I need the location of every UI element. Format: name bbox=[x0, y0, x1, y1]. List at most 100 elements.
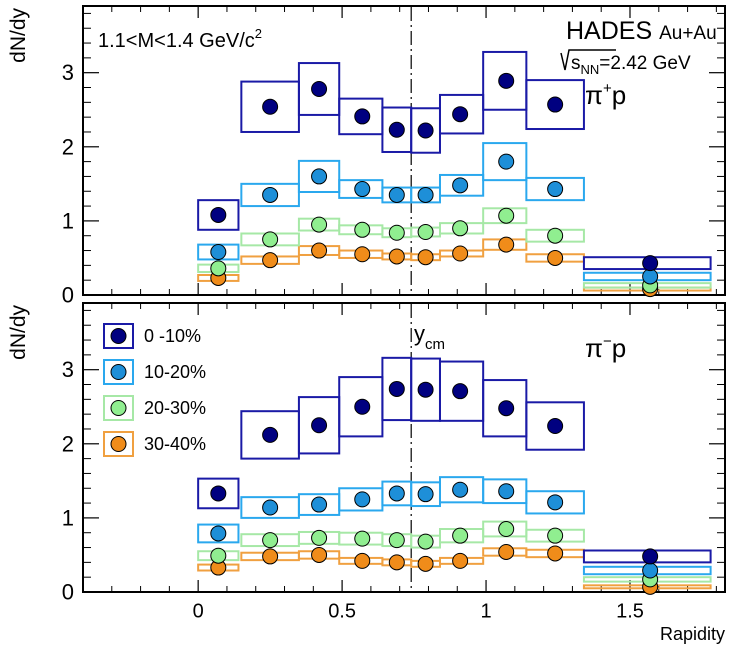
ycm-subscript: cm bbox=[425, 336, 445, 353]
top-point-0-10 bbox=[452, 106, 469, 123]
top-point-30-40 bbox=[354, 246, 371, 263]
top-point-0-10 bbox=[388, 121, 405, 138]
bottom-point-20-30 bbox=[452, 527, 469, 544]
top-point-10-20 bbox=[642, 268, 659, 285]
bottom-point-30-40 bbox=[417, 555, 434, 572]
top-y-tick-label-0: 0 bbox=[62, 283, 74, 308]
top-point-0-10 bbox=[642, 255, 659, 272]
top-y-axis-label: dN/dy bbox=[7, 8, 30, 63]
legend-box-0-10 bbox=[103, 323, 134, 349]
top-point-20-30 bbox=[311, 216, 328, 233]
top-point-30-40 bbox=[388, 248, 405, 265]
bottom-point-30-40 bbox=[311, 546, 328, 563]
mass-range-label: 1.1<M<1.4 GeV/c2 bbox=[98, 26, 262, 52]
top-point-10-20 bbox=[417, 186, 434, 203]
bottom-point-0-10 bbox=[642, 548, 659, 565]
top-pair-proton: p bbox=[612, 80, 626, 110]
top-point-20-30 bbox=[452, 220, 469, 237]
collision-system: Au+Au bbox=[659, 23, 717, 44]
top-point-30-40 bbox=[262, 252, 279, 269]
bottom-point-10-20 bbox=[642, 562, 659, 579]
top-point-10-20 bbox=[388, 186, 405, 203]
x-tick-label-1: 1 bbox=[480, 601, 491, 623]
ycm-y: y bbox=[414, 321, 425, 346]
top-sys-box-0-10 bbox=[197, 199, 240, 231]
mass-range-text: 1.1<M<1.4 GeV/c bbox=[98, 30, 255, 52]
bottom-point-10-20 bbox=[354, 491, 371, 508]
bottom-sys-box-0-10 bbox=[525, 401, 585, 451]
top-point-0-10 bbox=[210, 206, 227, 223]
experiment-name: HADES bbox=[566, 17, 652, 45]
top-point-30-40 bbox=[311, 242, 328, 259]
top-point-30-40 bbox=[452, 245, 469, 262]
top-point-20-30 bbox=[498, 207, 515, 224]
bottom-sys-box-0-10 bbox=[197, 477, 240, 510]
bottom-pair-charge: − bbox=[603, 333, 612, 350]
legend-box-20-30 bbox=[103, 395, 134, 421]
legend-label-30-40: 30-40% bbox=[144, 434, 206, 454]
bottom-pair-proton: p bbox=[612, 333, 626, 363]
top-data-points bbox=[210, 72, 659, 298]
bottom-point-0-10 bbox=[354, 398, 371, 415]
top-point-20-30 bbox=[417, 224, 434, 241]
bottom-y-tick-label-1: 1 bbox=[62, 505, 74, 530]
top-sys-box-10-20 bbox=[482, 142, 528, 182]
bottom-point-20-30 bbox=[498, 521, 515, 538]
bottom-point-10-20 bbox=[388, 485, 405, 502]
energy-label: sNN=2.42 GeV bbox=[560, 49, 691, 77]
top-y-tick-label-3: 3 bbox=[62, 60, 74, 85]
bottom-point-10-20 bbox=[547, 494, 564, 511]
top-point-20-30 bbox=[262, 231, 279, 248]
top-point-0-10 bbox=[262, 98, 279, 115]
top-point-20-30 bbox=[388, 224, 405, 241]
x-tick-label-0: 0 bbox=[193, 601, 204, 623]
bottom-point-20-30 bbox=[417, 533, 434, 550]
top-point-20-30 bbox=[354, 221, 371, 238]
top-sys-box-10-20 bbox=[438, 173, 485, 197]
x-axis-label: Rapidity bbox=[660, 624, 725, 644]
legend-marker-20-30 bbox=[110, 400, 127, 416]
bottom-point-30-40 bbox=[262, 548, 279, 565]
sqrt-sign bbox=[560, 49, 616, 71]
top-pair-pi: π bbox=[585, 80, 603, 110]
x-tick-label-1-5: 1.5 bbox=[616, 601, 644, 623]
top-point-10-20 bbox=[547, 181, 564, 198]
top-pair-label: π+p bbox=[585, 80, 626, 110]
top-sys-box-10-20 bbox=[240, 182, 300, 208]
bottom-point-30-40 bbox=[388, 554, 405, 571]
bottom-point-20-30 bbox=[311, 529, 328, 546]
top-tick-labels: 0 1 2 3 bbox=[62, 60, 74, 307]
bottom-panel-frame bbox=[82, 302, 726, 593]
top-y-tick-label-2: 2 bbox=[62, 134, 74, 159]
ycm-label: ycm bbox=[414, 321, 445, 353]
bottom-y-axis-label: dN/dy bbox=[7, 305, 30, 360]
bottom-point-10-20 bbox=[262, 499, 279, 516]
top-sys-box-0-10 bbox=[297, 62, 341, 116]
bottom-point-10-20 bbox=[417, 486, 434, 503]
legend-label-10-20: 10-20% bbox=[144, 362, 206, 382]
top-sys-box-10-20 bbox=[297, 159, 341, 193]
top-sys-box-0-10 bbox=[525, 79, 585, 131]
bottom-point-0-10 bbox=[311, 417, 328, 434]
experiment-label: HADES Au+Au bbox=[566, 17, 717, 45]
top-point-30-40 bbox=[498, 236, 515, 253]
bottom-point-20-30 bbox=[210, 547, 227, 564]
energy-sqrt-symbol: s bbox=[571, 53, 581, 74]
bottom-sys-box-10-20 bbox=[525, 490, 585, 515]
legend-box-10-20 bbox=[103, 359, 134, 385]
legend-marker-30-40 bbox=[110, 436, 127, 452]
bottom-point-30-40 bbox=[498, 543, 515, 560]
bottom-point-0-10 bbox=[417, 381, 434, 398]
bottom-point-0-10 bbox=[388, 380, 405, 397]
legend-marker-0-10 bbox=[110, 328, 127, 344]
top-point-20-30 bbox=[210, 260, 227, 277]
top-point-0-10 bbox=[354, 108, 371, 125]
top-axis-ticks bbox=[83, 6, 725, 296]
mass-range-superscript: 2 bbox=[255, 26, 262, 41]
bottom-point-20-30 bbox=[262, 532, 279, 549]
bottom-point-20-30 bbox=[354, 530, 371, 547]
bottom-point-0-10 bbox=[452, 383, 469, 400]
energy-value: =2.42 GeV bbox=[599, 53, 691, 74]
bottom-point-30-40 bbox=[452, 552, 469, 569]
